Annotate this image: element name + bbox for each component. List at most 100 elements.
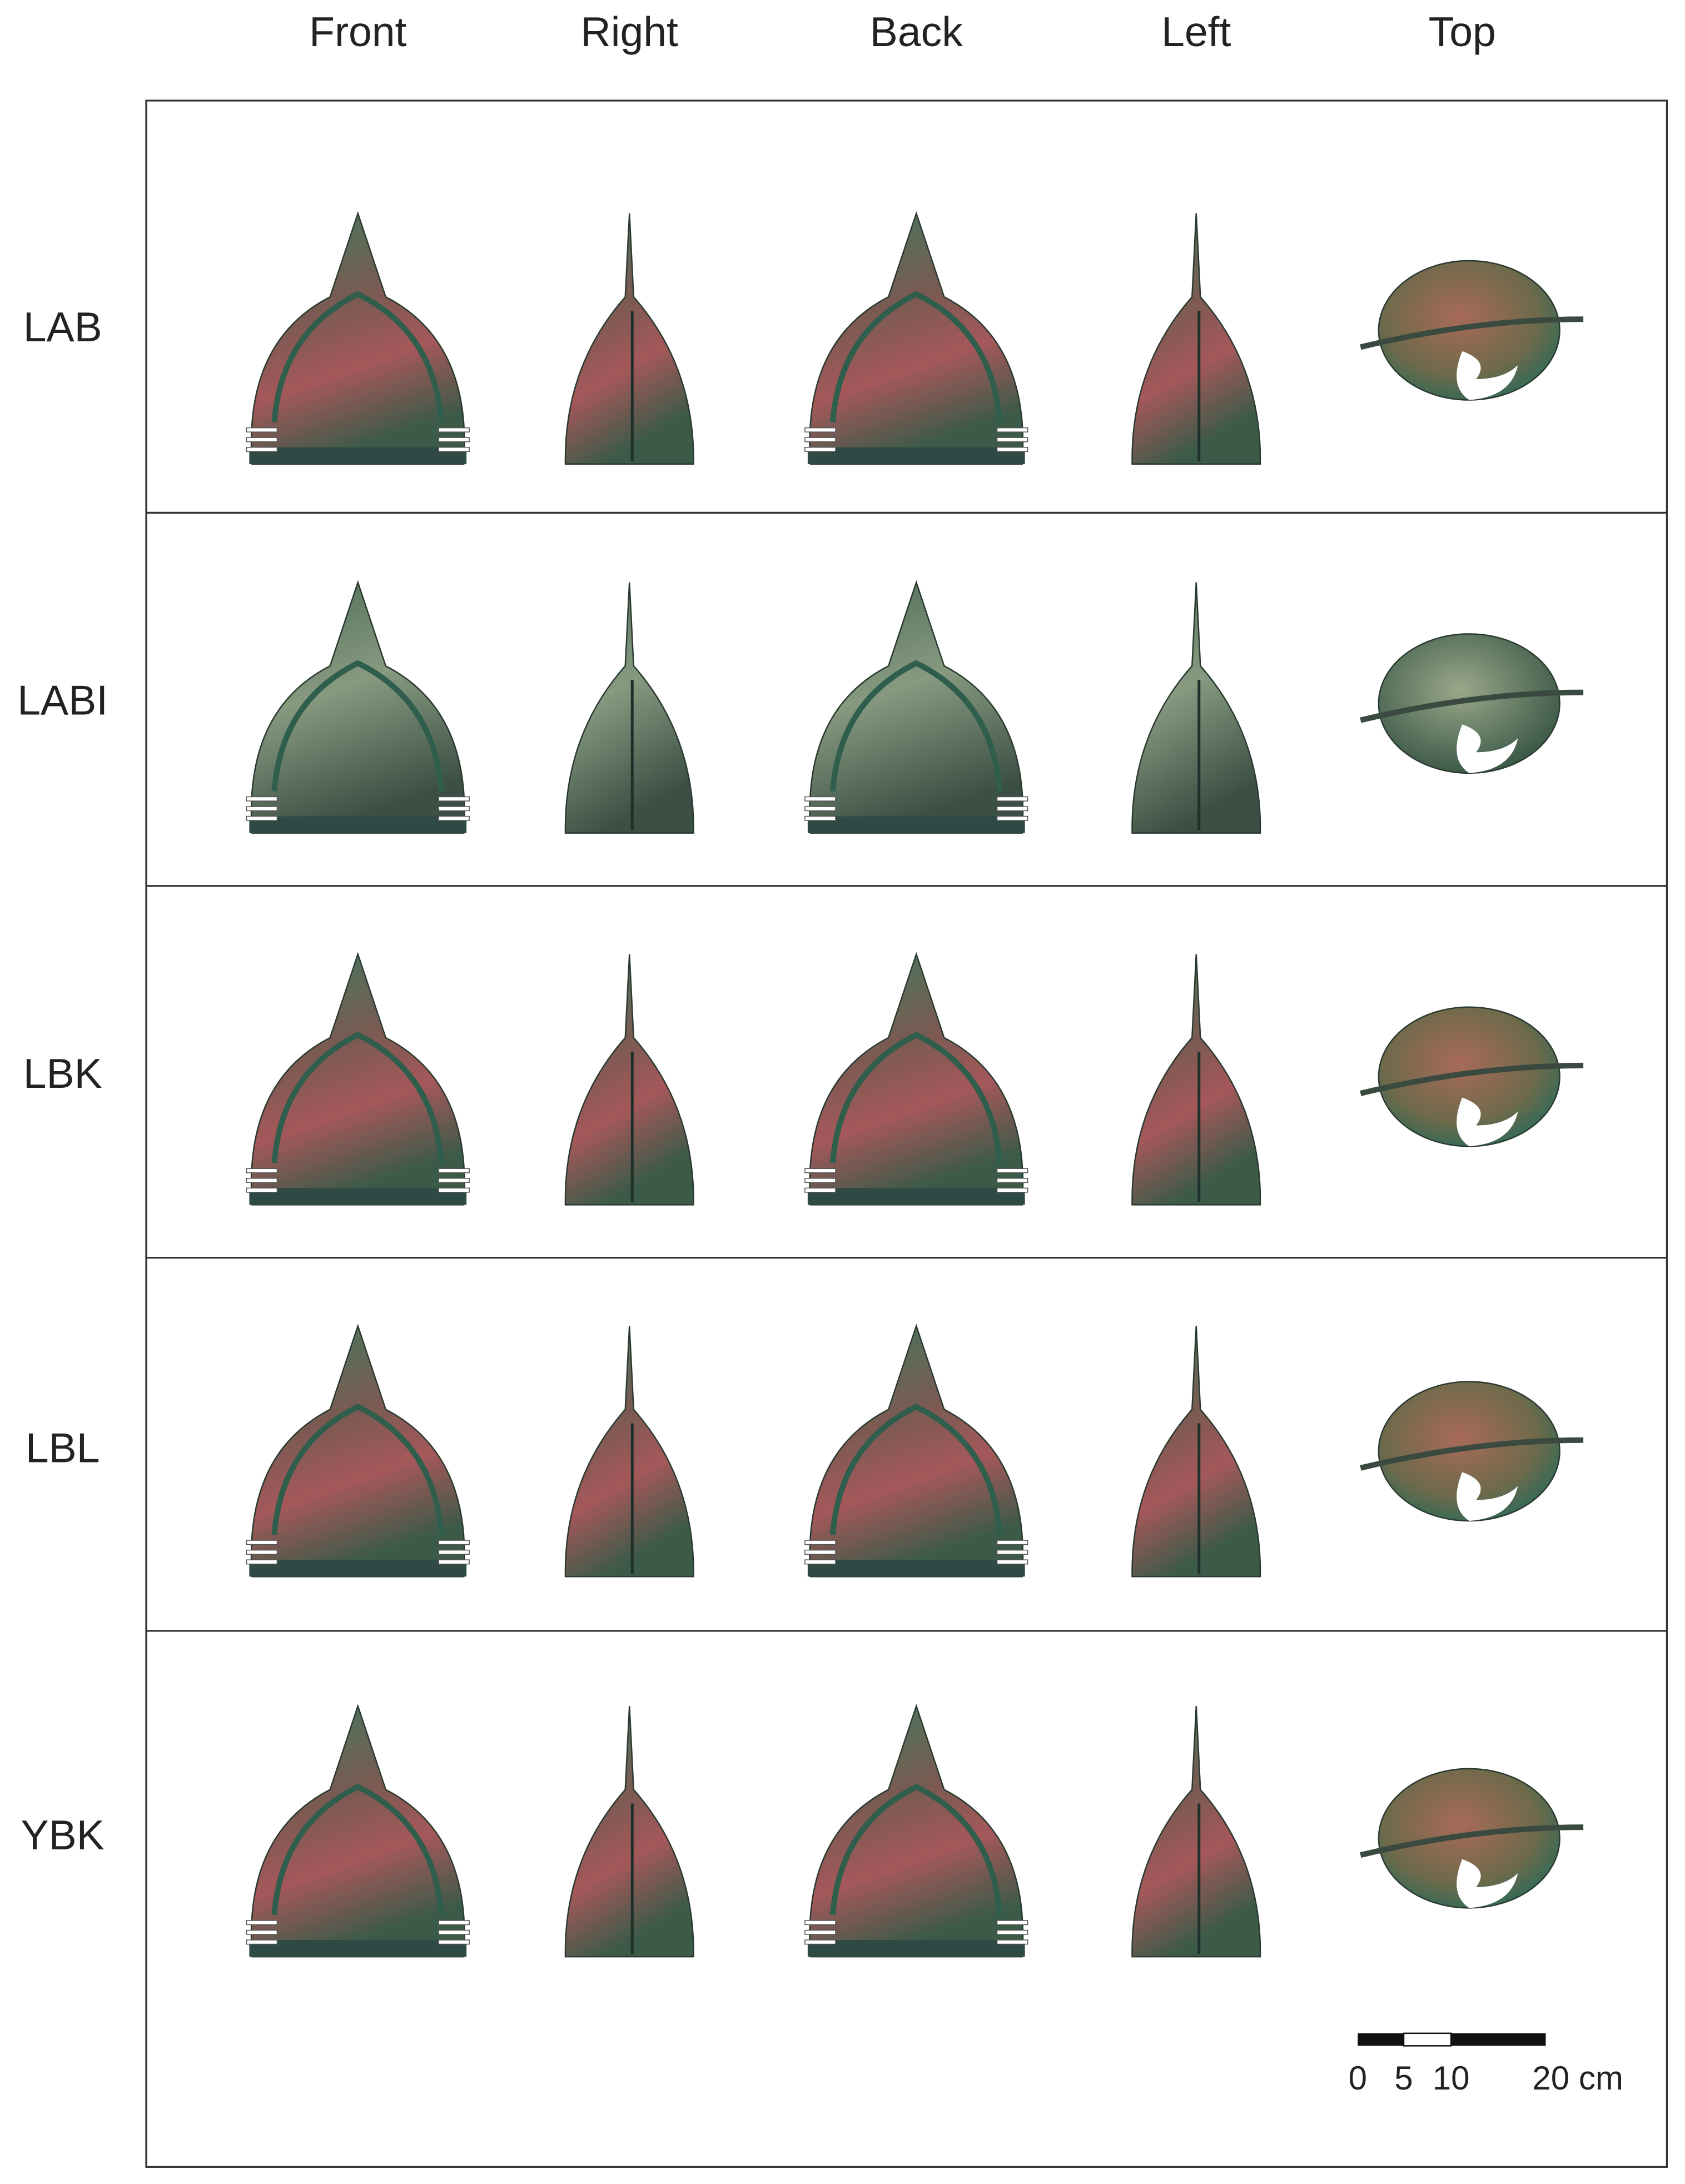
- rim: [807, 1188, 1025, 1205]
- rim: [1360, 689, 1584, 723]
- strap: [246, 446, 278, 452]
- strap: [438, 1187, 470, 1193]
- frame: [145, 100, 1668, 2168]
- crest: [271, 1032, 445, 1163]
- strap: [804, 1549, 836, 1555]
- strap: [246, 1939, 278, 1945]
- rim: [807, 816, 1025, 833]
- scale-label: 20 cm: [1532, 2059, 1623, 2097]
- strap: [438, 806, 470, 812]
- helmet-shape: [250, 952, 465, 1206]
- strap: [996, 806, 1028, 812]
- column-header: Top: [1429, 8, 1496, 55]
- strap: [804, 796, 836, 802]
- hole: [1457, 351, 1518, 400]
- helmet-shape: [250, 1324, 465, 1578]
- rim: [807, 1940, 1025, 1957]
- crest: [829, 660, 1003, 792]
- rim: [249, 1940, 467, 1957]
- hole: [1457, 724, 1518, 773]
- strap: [804, 1920, 836, 1926]
- helmet-back: [804, 1704, 1028, 1958]
- strap: [804, 446, 836, 452]
- helmet-back: [804, 211, 1028, 465]
- helmet-shape: [250, 1704, 465, 1958]
- rim: [1360, 1437, 1584, 1471]
- helmet-shape: [564, 582, 694, 834]
- helmet-shape: [1131, 1706, 1261, 1958]
- row-label: LBK: [23, 1050, 102, 1097]
- strap: [438, 1549, 470, 1555]
- crest: [271, 1404, 445, 1535]
- row-label: YBK: [21, 1812, 105, 1858]
- rim: [249, 447, 467, 464]
- strap: [246, 796, 278, 802]
- crest: [829, 1783, 1003, 1916]
- helmet-shape: [1131, 213, 1261, 465]
- strap: [804, 1187, 836, 1193]
- strap: [438, 796, 470, 802]
- helmet-shape: [809, 211, 1024, 465]
- crest: [829, 1404, 1003, 1535]
- strap: [438, 1920, 470, 1926]
- strap: [996, 796, 1028, 802]
- strap: [246, 1559, 278, 1565]
- column-header: Front: [309, 8, 406, 55]
- strap: [804, 427, 836, 432]
- helmet-back: [804, 1324, 1028, 1578]
- helmet-shape: [564, 1706, 694, 1958]
- strap: [246, 1168, 278, 1173]
- strap: [996, 1559, 1028, 1565]
- column-header: Back: [870, 8, 963, 55]
- strap: [996, 446, 1028, 452]
- strap: [246, 1540, 278, 1545]
- helmet-shape: [564, 213, 694, 465]
- strap: [438, 1168, 470, 1173]
- rim: [1360, 316, 1584, 350]
- helmet-shape: [564, 1326, 694, 1578]
- helmet-shape: [1131, 582, 1261, 834]
- strap: [996, 1920, 1028, 1926]
- helmet-shape: [809, 580, 1024, 834]
- scale-label: 0: [1349, 2059, 1367, 2097]
- strap: [996, 1168, 1028, 1173]
- helmet-side: [564, 213, 694, 465]
- crest: [271, 291, 445, 423]
- helmet-shape: [809, 1704, 1024, 1958]
- row-label: LBL: [26, 1425, 100, 1471]
- helmet-shape: [1131, 1326, 1261, 1578]
- strap: [804, 1559, 836, 1565]
- row-dividers: [146, 511, 1667, 1632]
- strap: [804, 1929, 836, 1935]
- scale-label: 5: [1394, 2059, 1413, 2097]
- rim: [249, 816, 467, 833]
- strap: [996, 427, 1028, 432]
- helmet-side: [1131, 213, 1261, 465]
- strap: [246, 1929, 278, 1935]
- crest: [829, 291, 1003, 423]
- crest: [829, 1032, 1003, 1163]
- helmet-shape: [250, 580, 465, 834]
- scale-label: 10: [1433, 2059, 1470, 2097]
- helmet-side: [1131, 582, 1261, 834]
- helmet-side: [564, 1326, 694, 1578]
- helmet-shape: [1131, 954, 1261, 1206]
- strap: [246, 437, 278, 442]
- strap: [246, 427, 278, 432]
- crest: [271, 1783, 445, 1916]
- helmet-shape: [809, 952, 1024, 1206]
- helmet-top: [1360, 1006, 1584, 1147]
- strap: [996, 1549, 1028, 1555]
- strap: [804, 437, 836, 442]
- strap: [438, 1178, 470, 1183]
- helmet-back: [804, 952, 1028, 1206]
- strap: [996, 1187, 1028, 1193]
- row-label: LAB: [23, 304, 102, 350]
- strap: [804, 1540, 836, 1545]
- hole: [1457, 1097, 1518, 1147]
- row-label: LABI: [17, 676, 108, 723]
- strap: [996, 437, 1028, 442]
- strap: [246, 815, 278, 821]
